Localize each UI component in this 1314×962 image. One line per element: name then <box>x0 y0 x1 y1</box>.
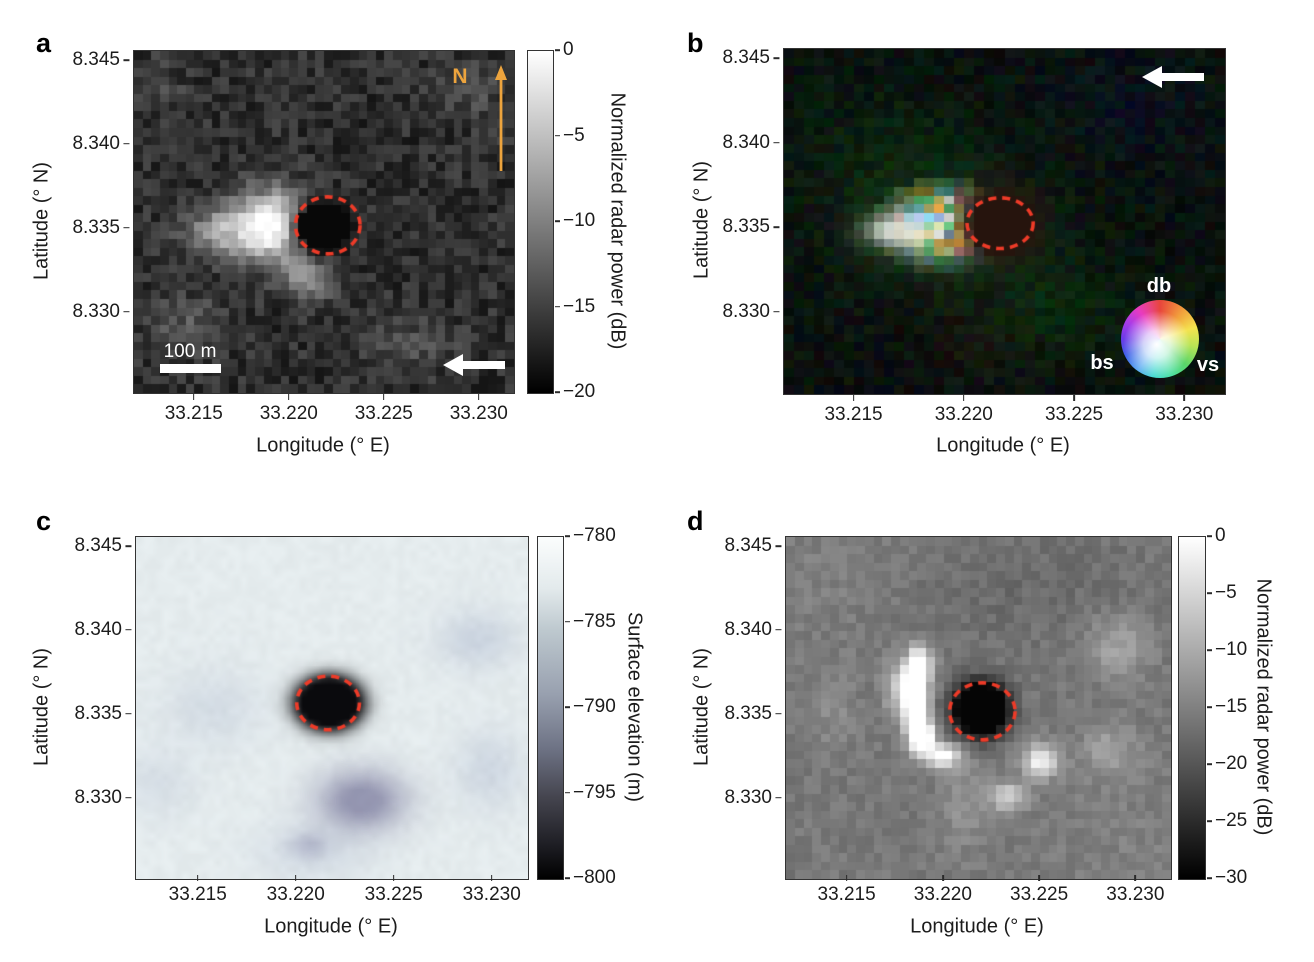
x-tick-label: 33.225 <box>364 884 423 905</box>
colorbar-a <box>527 50 554 394</box>
x-axis-label-d: Longitude (° E) <box>910 915 1044 938</box>
look-direction-arrow-icon-a <box>443 354 505 376</box>
y-tick-label: 8.330 <box>74 786 122 808</box>
color-wheel-legend <box>1121 300 1199 378</box>
x-tick-label: 33.215 <box>164 403 223 424</box>
colorbar-tick-label: −790 <box>573 696 616 717</box>
colorbar-gradient-d <box>1179 537 1205 879</box>
colorbar-tick-label: −10 <box>1215 639 1248 660</box>
x-axis-label-c: Longitude (° E) <box>264 915 398 938</box>
y-tick-label: 8.345 <box>72 49 120 71</box>
colorbar-tick-label: −20 <box>1215 753 1248 774</box>
scale-bar-label: 100 m <box>163 341 217 362</box>
radar-image-d <box>785 536 1172 880</box>
colorbar-tick-label: −15 <box>1215 696 1248 717</box>
panel-label-b: b <box>687 28 704 58</box>
y-tick-label: 8.340 <box>722 131 770 153</box>
y-tick-label: 8.330 <box>724 786 772 808</box>
look-direction-arrow-icon-b <box>1142 66 1204 88</box>
x-tick-label: 33.220 <box>259 403 318 424</box>
x-tick-label: 33.230 <box>1155 404 1214 425</box>
x-tick-label: 33.225 <box>1044 404 1104 425</box>
colorbar-tick-label: −5 <box>1215 582 1237 603</box>
x-tick-label: 33.220 <box>934 404 993 425</box>
scale-bar <box>160 364 221 373</box>
colorbar-tick-label: −30 <box>1215 867 1248 888</box>
colorbar-gradient-a <box>528 51 553 393</box>
x-tick-label: 33.230 <box>462 884 521 905</box>
y-tick-label: 8.340 <box>72 132 120 154</box>
colorbar-tick-label: −800 <box>573 867 616 888</box>
y-tick-label: 8.345 <box>74 535 122 557</box>
x-tick-label: 33.230 <box>1106 884 1165 905</box>
x-tick-label: 33.215 <box>824 404 883 425</box>
panel-label-a: a <box>36 28 52 58</box>
radar-canvas-a <box>134 51 514 393</box>
y-axis-label-c: Latitude (° N) <box>30 647 53 767</box>
colorbar-tick-label: −785 <box>573 610 616 632</box>
colorbar-gradient-c <box>538 537 563 879</box>
y-tick-label: 8.330 <box>722 300 770 322</box>
x-axis-label-a: Longitude (° E) <box>256 434 390 457</box>
y-tick-label: 8.345 <box>724 535 772 557</box>
colorbar-label-d: Normalized radar power (dB) <box>1252 578 1275 836</box>
elevation-image-c <box>135 536 529 880</box>
y-tick-label: 8.340 <box>74 618 122 640</box>
y-tick-label: 8.335 <box>74 702 122 724</box>
x-tick-label: 33.215 <box>817 884 876 905</box>
x-tick-label: 33.215 <box>168 884 227 905</box>
y-tick-label: 8.345 <box>722 47 770 69</box>
colorbar-label-a: Normalized radar power (dB) <box>606 92 629 350</box>
y-axis-label-d: Latitude (° N) <box>690 647 713 767</box>
wheel-label-bs: bs <box>1090 352 1114 374</box>
y-tick-label: 8.335 <box>72 216 120 238</box>
colorbar-tick-label: 0 <box>1215 525 1226 546</box>
y-axis-label-a: Latitude (° N) <box>30 161 53 281</box>
x-tick-label: 33.220 <box>266 884 325 905</box>
colorbar-tick-label: −20 <box>563 381 596 402</box>
x-tick-label: 33.230 <box>449 403 508 424</box>
colorbar-d <box>1178 536 1206 880</box>
colorbar-tick-label: −25 <box>1215 810 1248 831</box>
radar-image-a: N 100 m <box>133 50 515 394</box>
radar-canvas-d <box>786 537 1171 879</box>
colorbar-c <box>537 536 564 880</box>
colorbar-tick-label: −5 <box>563 124 585 146</box>
y-tick-label: 8.335 <box>722 216 770 238</box>
x-tick-label: 33.225 <box>354 403 413 424</box>
north-label: N <box>452 65 468 88</box>
colorbar-tick-label: 0 <box>563 39 574 60</box>
y-axis-label-b: Latitude (° N) <box>690 160 713 280</box>
y-tick-label: 8.330 <box>72 300 120 322</box>
radar-composite-image-b: db bs vs <box>783 48 1226 395</box>
y-tick-label: 8.340 <box>724 618 772 640</box>
colorbar-label-c: Surface elevation (m) <box>623 611 646 803</box>
north-arrow-icon <box>495 65 507 171</box>
panel-label-c: c <box>36 506 52 536</box>
panel-label-d: d <box>687 506 704 536</box>
colorbar-tick-label: −780 <box>573 525 616 546</box>
x-axis-label-b: Longitude (° E) <box>936 434 1070 457</box>
colorbar-tick-label: −10 <box>563 210 596 231</box>
wheel-label-db: db <box>1146 275 1172 297</box>
y-tick-label: 8.335 <box>724 702 772 724</box>
colorbar-tick-label: −795 <box>573 781 616 803</box>
colorbar-tick-label: −15 <box>563 295 596 317</box>
wheel-label-vs: vs <box>1196 354 1220 376</box>
x-tick-label: 33.225 <box>1010 884 1069 905</box>
x-tick-label: 33.220 <box>913 884 972 905</box>
elevation-canvas-c <box>136 537 528 879</box>
